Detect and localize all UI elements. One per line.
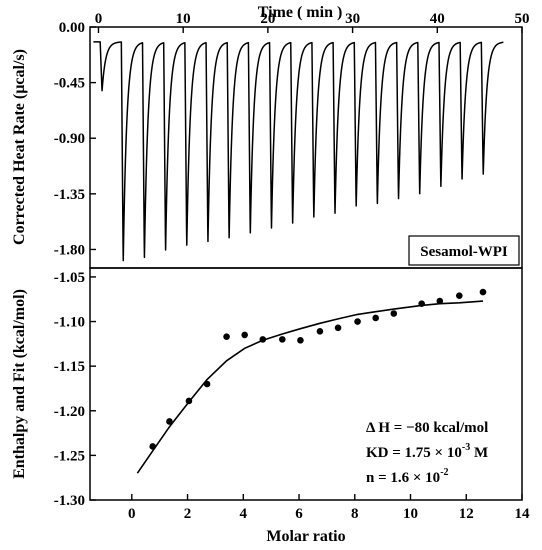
data-point [149, 443, 157, 450]
bottom-y-tick-label: -1.20 [54, 404, 85, 420]
bottom-y-tick-label: -1.05 [54, 270, 85, 286]
annotation-n: n = 1.6 × 10-2 [366, 467, 449, 486]
data-point [279, 336, 286, 343]
data-point [334, 324, 342, 332]
data-point [354, 318, 361, 325]
annotation-n-text: n = 1.6 × 10 [366, 470, 440, 486]
bottom-y-tick-label: -1.15 [54, 359, 85, 375]
top-y-tick-label: 0.00 [59, 20, 85, 36]
data-point [372, 314, 379, 322]
annotation-delta-h: Δ H = −80 kcal/mol [366, 420, 488, 436]
bottom-y-tick-label: -1.10 [54, 315, 85, 331]
top-x-tick-label: 30 [345, 11, 360, 27]
top-x-axis-title: Time ( min ) [258, 4, 343, 21]
top-y-axis: 0.00 -0.45 -0.90 -1.35 -1.80 [54, 20, 96, 258]
top-panel-frame [89, 26, 523, 269]
bottom-x-tick-label: 12 [459, 506, 474, 522]
bottom-x-tick-label: 6 [295, 506, 303, 522]
isotherm-points [149, 288, 487, 450]
bottom-x-tick-label: 10 [403, 506, 418, 522]
bottom-x-tick-label: 0 [128, 506, 136, 522]
data-point [241, 331, 248, 339]
top-y-tick-label: -1.80 [54, 242, 85, 258]
data-point [185, 397, 193, 405]
bottom-x-axis-title: Molar ratio [266, 528, 345, 545]
data-point [297, 336, 304, 344]
annotation-kd-unit: M [470, 445, 488, 461]
top-x-axis: 0 10 20 30 40 50 [95, 11, 530, 33]
top-y-tick-label: -1.35 [54, 187, 85, 203]
thermogram-line [92, 41, 504, 262]
thermogram-series [92, 41, 504, 262]
bottom-y-tick-label: -1.30 [54, 493, 85, 509]
data-point [316, 328, 324, 335]
bottom-y-tick-label: -1.25 [54, 448, 85, 464]
data-point [166, 418, 173, 425]
bottom-x-tick-label: 4 [240, 506, 248, 522]
top-y-axis-title: Corrected Heat Rate (µcal/s) [11, 49, 28, 245]
data-point [223, 333, 230, 341]
bottom-panel-frame [89, 267, 523, 501]
legend-label: Sesamol-WPI [420, 244, 508, 260]
bottom-x-axis: 0 2 4 6 8 10 12 14 [128, 494, 530, 522]
data-point [479, 288, 487, 296]
annotation-kd: KD = 1.75 × 10-3 M [366, 442, 488, 461]
bottom-y-axis-title: Enthalpy and Fit (kcal/mol) [11, 289, 28, 479]
data-point [203, 380, 211, 388]
data-point [436, 297, 444, 305]
annotation-kd-exponent: -3 [462, 442, 470, 453]
bottom-x-tick-label: 14 [515, 506, 531, 522]
top-x-tick-label: 10 [176, 11, 191, 27]
top-x-tick-label: 40 [430, 11, 445, 27]
bottom-x-tick-label: 2 [184, 506, 192, 522]
top-y-tick-label: -0.90 [54, 131, 85, 147]
top-x-tick-label: 0 [95, 11, 103, 27]
bottom-y-axis: -1.05 -1.10 -1.15 -1.20 -1.25 -1.30 [54, 270, 96, 509]
annotation-kd-text: KD = 1.75 × 10 [366, 445, 462, 461]
bottom-x-tick-label: 8 [351, 506, 359, 522]
data-point [418, 300, 425, 307]
top-x-tick-label: 20 [260, 11, 275, 27]
legend-box [408, 235, 520, 266]
top-x-tick-label: 50 [515, 11, 530, 27]
data-point [259, 336, 267, 343]
data-point [455, 292, 463, 299]
top-y-tick-label: -0.45 [54, 76, 85, 92]
annotation-n-exponent: -2 [440, 467, 448, 478]
data-point [390, 310, 398, 317]
